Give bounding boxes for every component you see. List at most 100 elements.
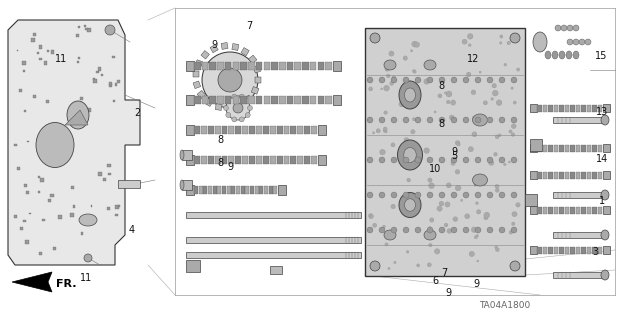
Bar (575, 172, 580, 179)
Circle shape (399, 101, 404, 107)
Circle shape (248, 106, 253, 110)
Bar (40, 178, 44, 182)
Bar (20, 227, 22, 230)
Circle shape (406, 250, 409, 253)
Circle shape (417, 264, 420, 267)
Bar (575, 206, 580, 213)
Bar (194, 126, 200, 134)
Circle shape (427, 117, 433, 123)
Circle shape (427, 157, 433, 163)
Bar (221, 156, 227, 164)
Circle shape (403, 56, 408, 60)
Circle shape (415, 157, 421, 163)
Bar (259, 186, 263, 194)
Circle shape (509, 230, 513, 234)
Circle shape (483, 101, 488, 105)
Bar (603, 144, 610, 152)
Bar (581, 105, 586, 112)
Circle shape (487, 117, 493, 123)
Circle shape (463, 77, 469, 83)
Bar (33, 33, 36, 36)
Bar (548, 206, 553, 213)
Bar (209, 62, 216, 70)
Bar (107, 164, 111, 167)
Text: 5: 5 (451, 151, 458, 161)
Circle shape (427, 77, 433, 83)
Circle shape (487, 157, 493, 163)
Circle shape (511, 77, 517, 83)
Circle shape (232, 117, 237, 122)
Bar (70, 213, 74, 217)
Bar (317, 96, 324, 104)
Bar (248, 62, 255, 70)
Circle shape (555, 25, 561, 31)
Bar (325, 62, 332, 70)
Bar (33, 95, 36, 98)
Ellipse shape (566, 51, 572, 59)
Circle shape (451, 117, 457, 123)
Bar (564, 172, 569, 179)
Bar (264, 186, 268, 194)
Bar (201, 126, 207, 134)
Bar (186, 237, 361, 243)
Bar (291, 126, 296, 134)
Bar (543, 206, 547, 213)
Polygon shape (8, 20, 140, 265)
Circle shape (439, 117, 445, 123)
Bar (554, 105, 558, 112)
Circle shape (435, 249, 440, 254)
Circle shape (411, 130, 415, 134)
Circle shape (392, 76, 396, 79)
Bar (23, 220, 26, 222)
Circle shape (510, 33, 520, 43)
Circle shape (391, 204, 396, 209)
Circle shape (367, 227, 373, 233)
Circle shape (427, 192, 433, 198)
Circle shape (245, 99, 250, 103)
Bar (252, 86, 259, 94)
Circle shape (500, 35, 503, 38)
Circle shape (567, 25, 573, 31)
Bar (208, 126, 214, 134)
Bar (27, 141, 29, 142)
Bar (559, 145, 564, 152)
Text: 9: 9 (451, 146, 458, 157)
Circle shape (499, 192, 505, 198)
Bar (271, 62, 278, 70)
Circle shape (438, 94, 442, 98)
Polygon shape (65, 110, 88, 125)
Bar (115, 83, 117, 85)
Circle shape (376, 129, 380, 133)
Bar (194, 62, 200, 70)
Circle shape (467, 33, 473, 39)
Bar (294, 96, 301, 104)
Circle shape (446, 100, 450, 104)
Circle shape (495, 188, 499, 192)
Circle shape (391, 157, 397, 163)
Text: 9: 9 (474, 279, 480, 289)
Bar (586, 105, 591, 112)
Circle shape (507, 41, 511, 45)
Bar (236, 101, 244, 109)
Bar (26, 191, 29, 194)
Bar (302, 62, 308, 70)
Circle shape (434, 111, 436, 113)
Circle shape (455, 185, 461, 191)
Bar (263, 126, 269, 134)
Circle shape (202, 52, 258, 108)
Circle shape (412, 70, 415, 73)
Text: 13: 13 (595, 107, 608, 117)
Text: 12: 12 (467, 54, 480, 64)
Circle shape (579, 39, 585, 45)
Bar (117, 80, 120, 84)
Bar (17, 167, 20, 170)
Bar (570, 247, 575, 254)
Bar (248, 96, 255, 104)
Text: 9: 9 (227, 162, 234, 173)
Bar (575, 105, 580, 112)
Bar (241, 96, 247, 104)
Bar (287, 96, 293, 104)
Bar (537, 105, 541, 112)
Bar (214, 156, 221, 164)
Bar (244, 95, 253, 103)
